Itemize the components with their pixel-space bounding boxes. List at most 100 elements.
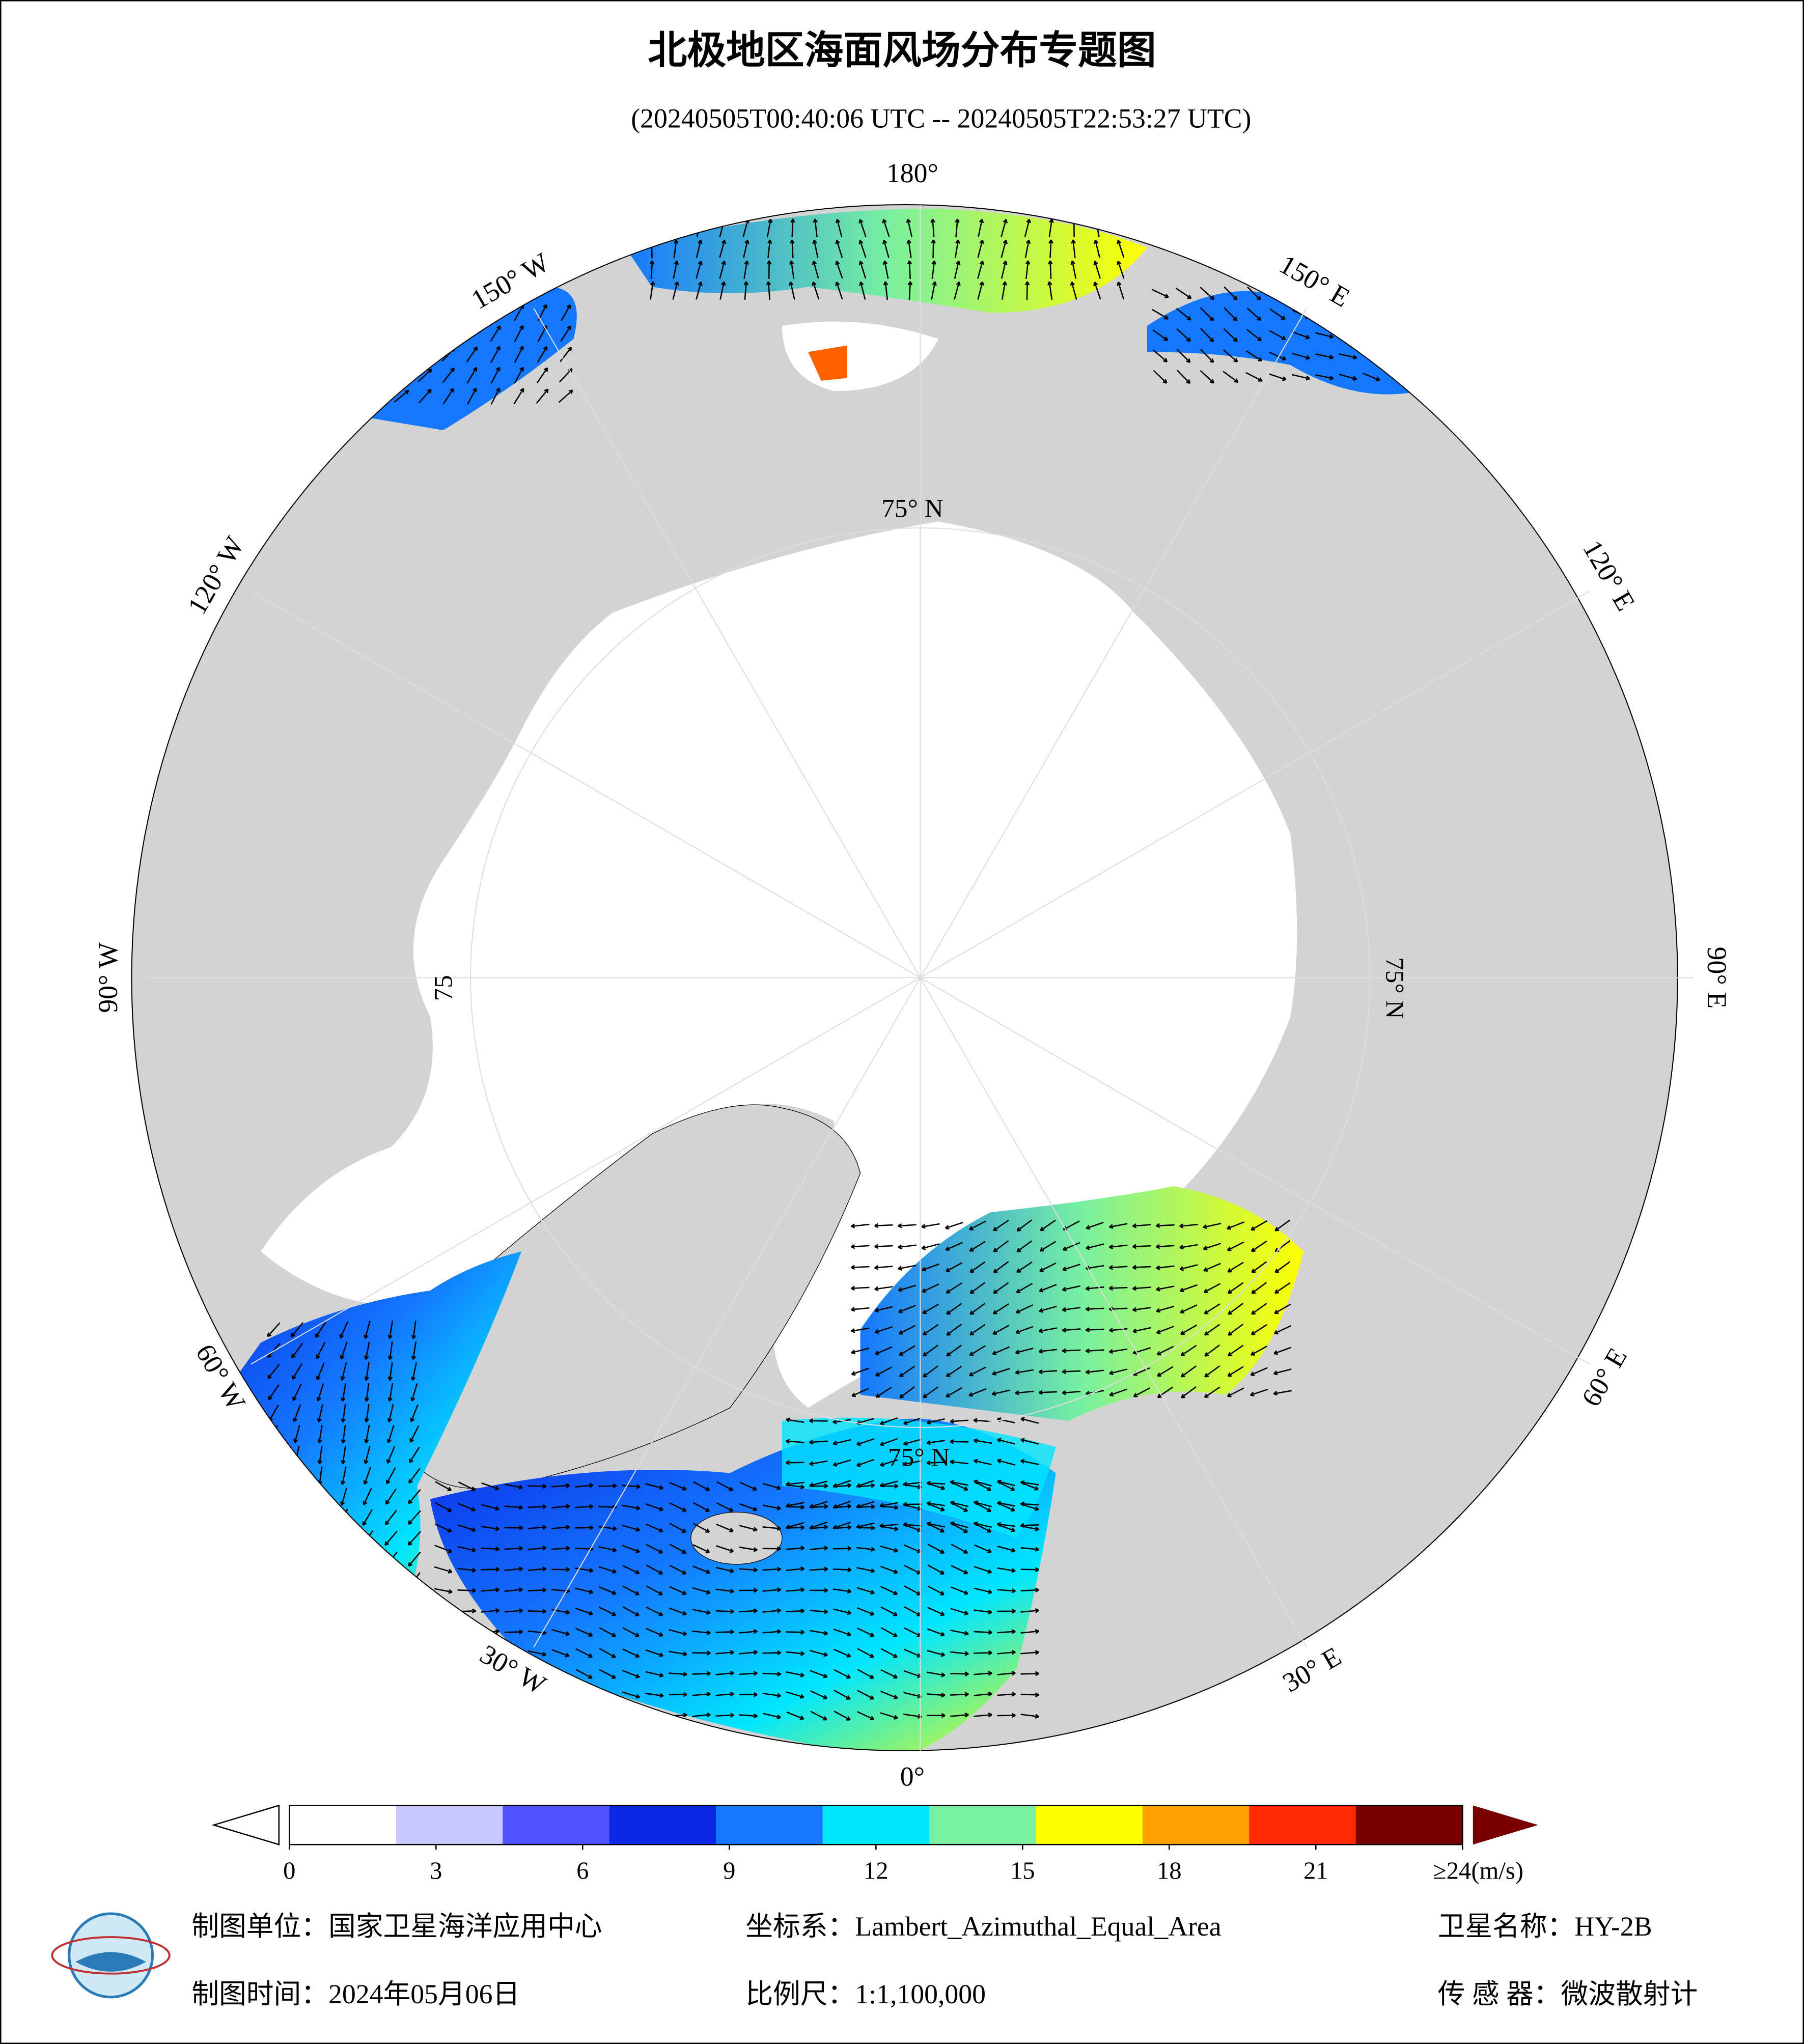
colorbar-swatch [503,1805,610,1845]
wind-arrow [481,1526,500,1531]
wind-arrow [997,1670,1016,1676]
wind-arrow [833,1628,851,1637]
wind-arrow [762,1546,782,1551]
wind-arrow [551,1629,570,1636]
colorbar-swatch [396,1805,504,1845]
wind-arrow [317,1445,323,1465]
wind-arrow [955,218,960,238]
wind-arrow [1117,219,1124,237]
wind-arrow [360,1593,374,1608]
wind-arrow [879,1502,898,1508]
wind-arrow [528,1587,547,1593]
wind-arrow [387,1404,394,1422]
wind-arrow [927,1503,945,1511]
footer-satellite: 卫星名称：HY-2B [1438,1911,1652,1942]
wind-arrow [646,1564,663,1575]
wind-arrow [338,1593,351,1609]
wind-arrow [410,1404,419,1422]
wind-arrow [851,1223,870,1228]
wind-arrow [622,1627,640,1637]
wind-arrow [481,1608,500,1613]
wind-arrow [457,1546,476,1553]
wind-arrow [809,1566,828,1572]
wind-arrow [898,1223,917,1228]
wind-arrow [692,1609,711,1615]
wind-arrow [809,1588,828,1593]
wind-arrow [1109,1223,1128,1229]
wind-arrow [973,1459,992,1466]
wind-arrow [270,1466,277,1485]
wind-arrow [1227,1221,1244,1230]
wind-arrow [1132,1223,1151,1228]
wind-arrow [394,369,410,381]
wind-arrow [926,1501,945,1506]
wind-arrow [669,1671,687,1677]
wind-arrow [922,1324,939,1336]
wind-arrow [946,1324,962,1336]
meridian-label: 90° W [93,942,123,1013]
wind-arrow [1224,286,1238,301]
wind-arrow [950,1651,969,1656]
wind-arrow [434,1502,452,1512]
arctic-ocean [260,521,1297,1408]
subtitle: (20240505T00:40:06 UTC -- 20240505T22:53… [631,103,1251,133]
wind-arrow [393,328,410,339]
wind-arrow [832,1567,852,1573]
colorbar-tick-label: 6 [576,1857,589,1885]
wind-arrow [558,389,573,403]
wind-arrow [1315,374,1334,381]
meridian-line [920,591,1590,978]
wind-arrow [384,1531,398,1546]
wind-arrow [442,388,454,405]
wind-arrow [923,1345,939,1357]
colorbar-swatch [1355,1805,1463,1845]
wind-arrow [669,1692,687,1697]
colorbar-tick-label: 0 [283,1857,295,1885]
wind-arrow [716,1523,734,1533]
wind-arrow [1062,1390,1081,1395]
wind-arrow [1085,1306,1104,1312]
wind-arrow [786,1417,804,1423]
wind-arrow [1117,240,1125,258]
wind-arrow [692,1671,711,1676]
wind-arrow [466,346,478,362]
wind-arrow [762,1713,781,1720]
wind-arrow [954,260,961,279]
title: 北极地区海面风场分布专题图 [648,29,1156,72]
wind-arrow [1227,1282,1244,1294]
wind-arrow [1245,372,1263,382]
wind-arrow [409,1425,420,1443]
wind-arrow [762,1629,782,1634]
wind-arrow [950,1608,969,1615]
wind-arrow [882,260,889,279]
wind-arrow [598,1526,617,1531]
wind-arrow [341,1404,346,1423]
wind-arrow [692,1712,711,1718]
wind-arrow [370,328,387,339]
wind-arrow [950,1712,969,1718]
wind-arrow [270,1508,276,1527]
wind-arrow [875,1386,892,1398]
wind-arrow [1250,1388,1268,1396]
wind-arrow [1273,1390,1292,1396]
wind-arrow [899,1365,915,1378]
wind-arrow [974,1650,992,1656]
wind-arrow [1315,353,1334,360]
wind-arrow [575,1628,593,1637]
wind-arrow [504,1505,523,1510]
wind-arrow [370,390,386,402]
wind-arrow [363,1467,372,1485]
colorbar-swatch [289,1805,397,1845]
wind-arrow [294,1508,299,1527]
wind-arrow [646,1544,663,1554]
wind-arrow [1001,260,1008,279]
wind-arrow [434,1545,453,1553]
wind-arrow [1228,1303,1244,1315]
colorbar-tick-label: 3 [430,1857,442,1885]
wind-arrow [927,1523,945,1533]
parallel-label: 75° N [881,494,943,523]
wind-arrow [719,239,727,258]
wind-arrow [921,1243,940,1250]
wind-arrow [574,1567,594,1573]
